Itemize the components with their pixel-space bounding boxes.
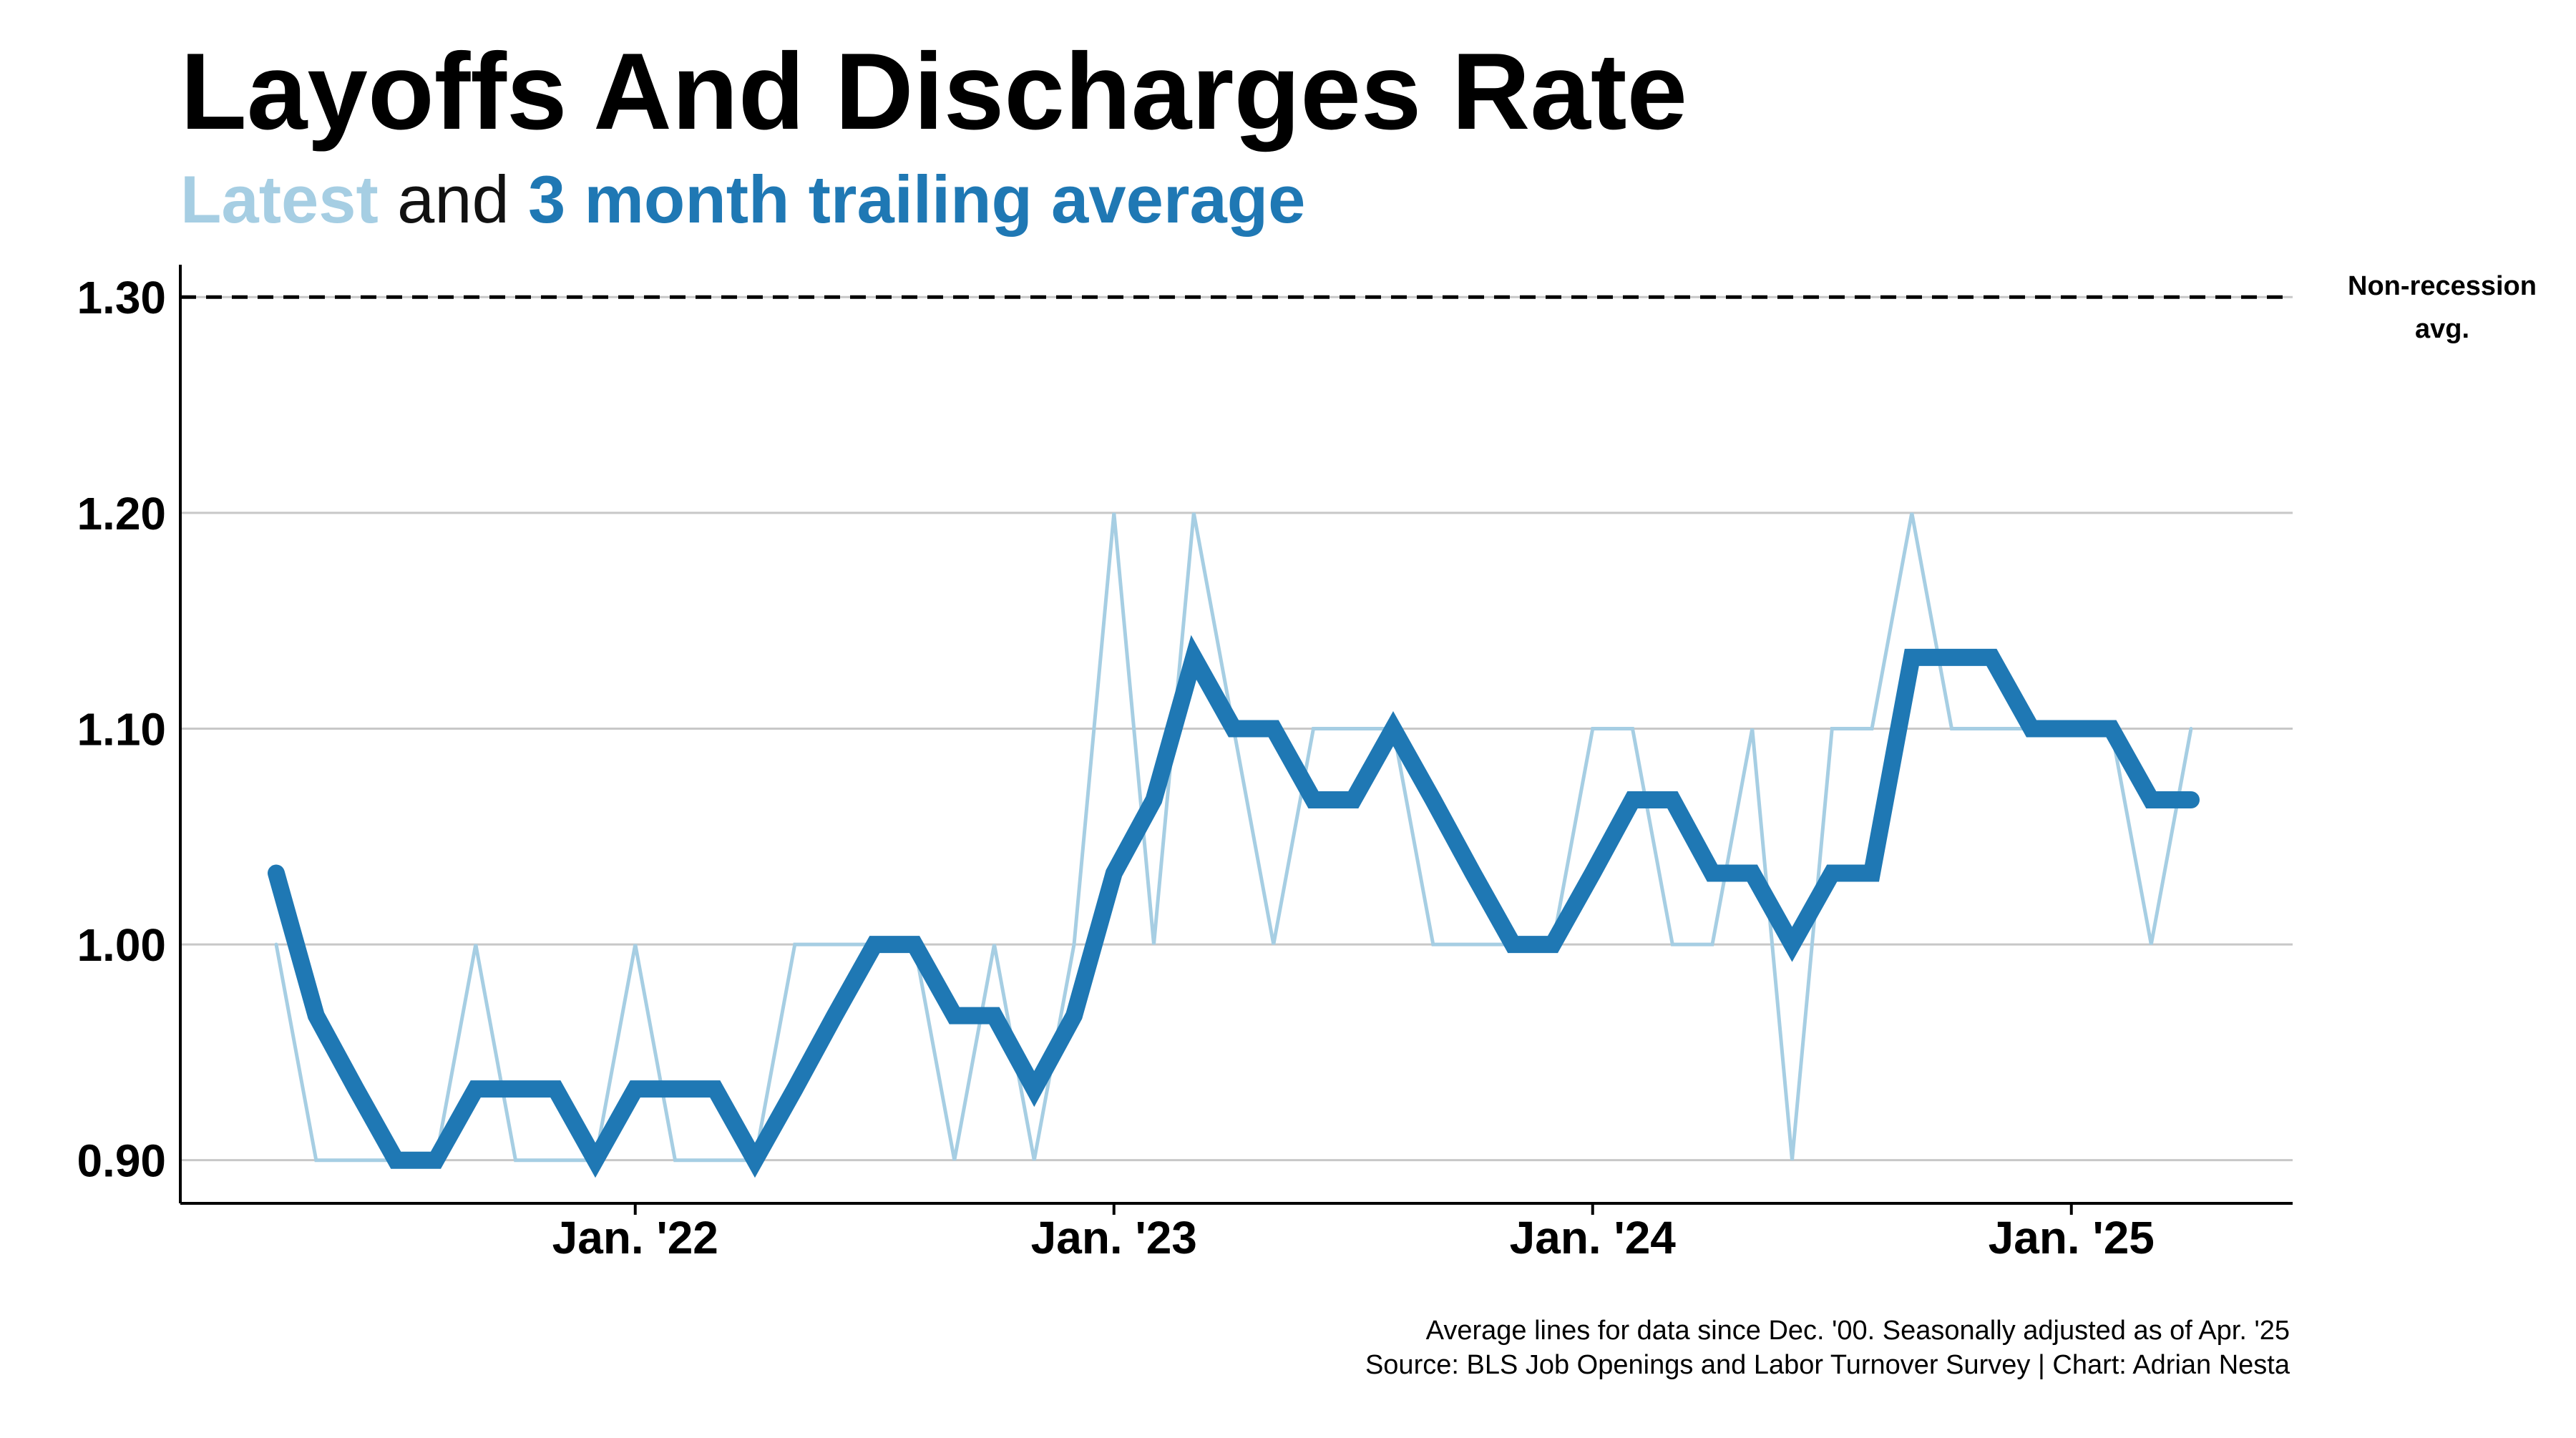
reference-line-label: Non-recession: [2348, 271, 2537, 301]
footer-note: Average lines for data since Dec. '00. S…: [1425, 1316, 2290, 1346]
reference-line-label-cont: avg.: [2415, 314, 2469, 344]
axes: [179, 265, 2293, 1205]
chart-subtitle: Latest and 3 month trailing average: [180, 166, 1305, 233]
footer-source: Source: BLS Job Openings and Labor Turno…: [1365, 1350, 2290, 1380]
y-tick-label: 1.30: [77, 272, 166, 323]
chart-title: Layoffs And Discharges Rate: [180, 31, 1688, 152]
x-tick-label: Jan. '22: [552, 1212, 718, 1263]
y-tick-label: 1.10: [77, 703, 166, 755]
series-line-3-month-average: [268, 635, 2200, 1178]
subtitle-average-label: 3 month trailing average: [527, 162, 1306, 237]
subtitle-joiner: and: [378, 162, 528, 237]
x-axis-ticks: Jan. '22 Jan. '23 Jan. '24 Jan. '25: [552, 1203, 2155, 1263]
y-axis-ticks: 0.90 1.00 1.10 1.20 1.30: [77, 272, 166, 1186]
x-tick-label: Jan. '25: [1989, 1212, 2155, 1263]
x-tick-label: Jan. '24: [1510, 1212, 1677, 1263]
x-tick-label: Jan. '23: [1031, 1212, 1197, 1263]
reference-line: Non-recession avg.: [180, 271, 2537, 344]
y-tick-label: 1.20: [77, 488, 166, 539]
y-tick-label: 1.00: [77, 919, 166, 971]
chart-footer: Average lines for data since Dec. '00. S…: [1365, 1314, 2290, 1382]
y-tick-label: 0.90: [77, 1135, 166, 1187]
series-lines: [268, 512, 2200, 1178]
series-line-latest: [274, 512, 2193, 1163]
subtitle-latest-label: Latest: [180, 162, 379, 237]
